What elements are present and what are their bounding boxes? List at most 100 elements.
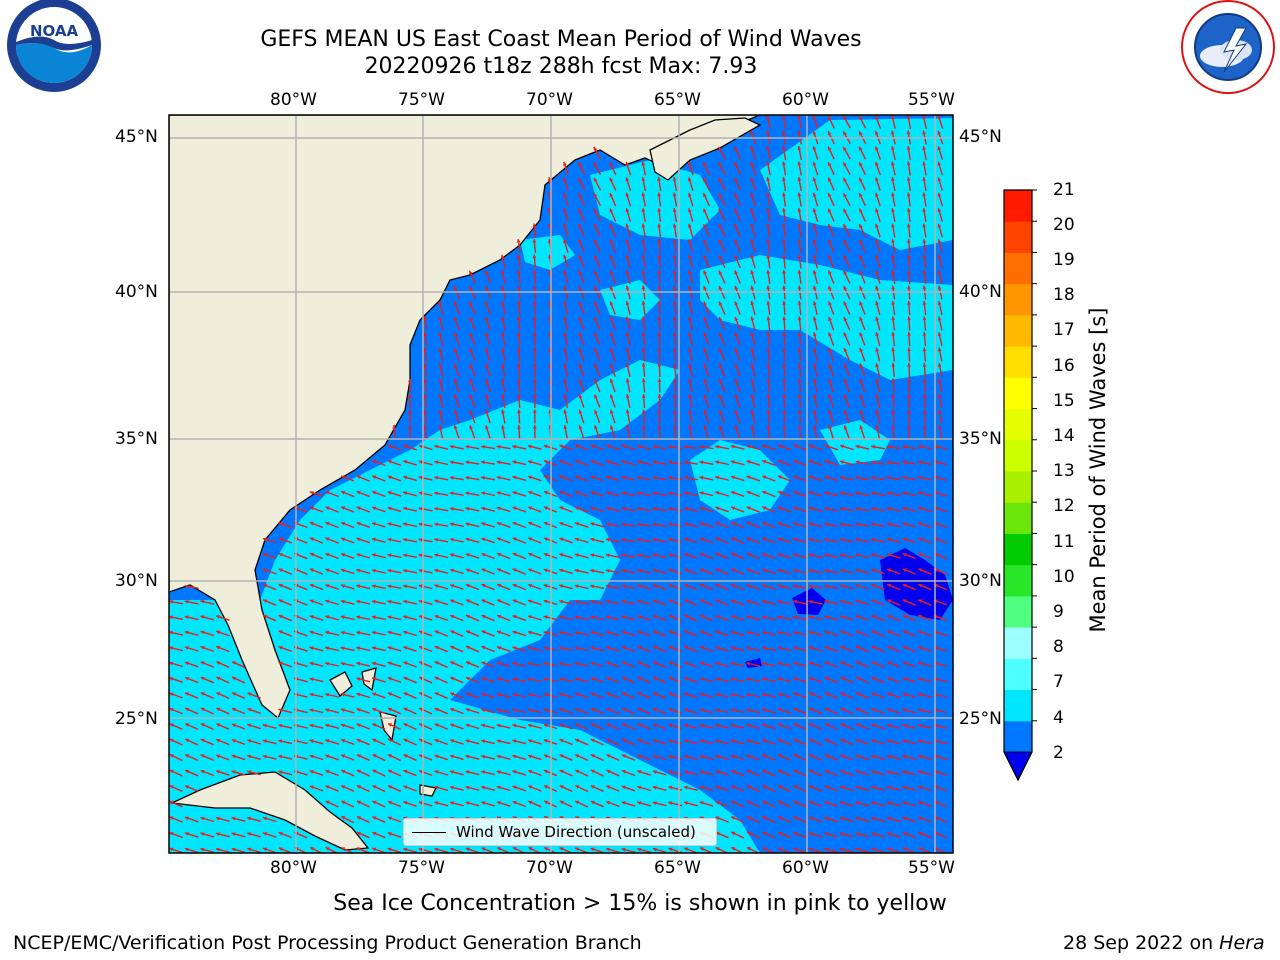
footer-date-text: 28 Sep 2022 on <box>1063 932 1220 954</box>
wind-wave-arrowhead <box>875 425 880 429</box>
wind-wave-arrowhead <box>684 739 688 743</box>
wind-wave-arrowhead <box>637 770 642 774</box>
wind-wave-arrowhead <box>387 537 392 542</box>
wind-wave-arrowhead <box>730 444 735 449</box>
wind-wave-arrowhead <box>574 677 579 681</box>
wind-wave-arrowhead <box>528 739 532 743</box>
wind-wave-arrowhead <box>372 475 377 480</box>
wind-wave-arrowhead <box>859 378 863 383</box>
wind-wave-arrowhead <box>793 553 797 558</box>
wind-wave-arrowhead <box>937 223 942 228</box>
wind-wave-arrowhead <box>434 723 439 727</box>
wind-wave-arrowhead <box>169 661 174 666</box>
wind-wave-arrowhead <box>886 553 891 557</box>
wind-wave-arrowhead <box>606 738 611 743</box>
wind-wave-arrowhead <box>578 301 583 306</box>
wind-wave-arrowhead <box>438 363 443 367</box>
wind-wave-arrowhead <box>403 569 407 573</box>
wind-wave-arrowhead <box>512 739 517 743</box>
wind-wave-arrowhead <box>918 708 922 713</box>
wind-wave-arrowhead <box>766 378 771 383</box>
wind-wave-arrowhead <box>232 692 236 696</box>
wind-wave-arrowhead <box>657 409 662 413</box>
wind-wave-arrowhead <box>450 553 454 557</box>
wind-wave-arrowhead <box>247 847 252 852</box>
wind-wave-arrowhead <box>216 754 221 759</box>
wind-wave-arrowhead <box>340 723 345 728</box>
wind-wave-arrowhead <box>532 363 537 367</box>
colorbar-tick-label: 4 <box>1053 708 1064 728</box>
wind-wave-arrowhead <box>808 630 813 635</box>
wind-wave-arrowhead <box>450 537 454 542</box>
wind-wave-arrowhead <box>855 444 860 449</box>
wind-wave-arrowhead <box>797 394 802 398</box>
legend-line-icon <box>412 832 446 833</box>
wind-wave-arrowhead <box>906 192 911 197</box>
lat-label-left: 35°N <box>115 429 158 449</box>
wind-wave-arrowhead <box>762 816 767 820</box>
wind-wave-arrowhead <box>434 801 439 805</box>
wind-wave-arrowhead <box>875 409 880 414</box>
wind-wave-arrowhead <box>906 239 911 243</box>
wind-wave-arrowhead <box>824 692 829 696</box>
wind-wave-arrowhead <box>263 568 267 573</box>
wind-wave-arrowhead <box>782 239 786 243</box>
wind-wave-arrowhead <box>902 770 907 774</box>
wind-wave-arrowhead <box>782 223 786 228</box>
wind-wave-arrowhead <box>808 569 813 573</box>
wind-wave-arrowhead <box>703 239 707 244</box>
wind-wave-arrowhead <box>418 568 423 573</box>
wind-wave-arrowhead <box>387 615 392 620</box>
wind-wave-arrowhead <box>200 630 205 635</box>
wind-wave-arrowhead <box>875 161 879 166</box>
wind-wave-arrowhead <box>718 270 723 275</box>
wind-wave-arrowhead <box>200 738 205 743</box>
wind-wave-arrowhead <box>937 270 942 275</box>
wind-wave-arrowhead <box>891 161 895 166</box>
colorbar-tick-label: 9 <box>1053 602 1064 622</box>
footer-machine: Hera <box>1219 932 1265 954</box>
wind-wave-arrowhead <box>309 491 314 495</box>
wind-wave-arrowhead <box>843 224 847 229</box>
wind-wave-arrowhead <box>559 708 564 712</box>
wind-wave-arrowhead <box>782 146 786 150</box>
wind-wave-arrowhead <box>575 738 580 743</box>
wind-wave-arrowhead <box>886 491 891 496</box>
wind-wave-arrowhead <box>543 475 548 480</box>
wind-wave-arrowhead <box>418 847 423 852</box>
wind-wave-arrowhead <box>699 553 704 557</box>
wind-wave-arrowhead <box>621 506 626 511</box>
wind-wave-arrowhead <box>750 363 755 367</box>
wind-wave-arrowhead <box>891 208 895 212</box>
wind-wave-arrowhead <box>262 816 267 821</box>
wind-wave-arrowhead <box>824 785 829 790</box>
wind-wave-arrowhead <box>356 785 361 789</box>
wind-wave-arrowhead <box>408 409 412 413</box>
wind-wave-arrowhead <box>465 754 470 759</box>
wind-wave-arrowhead <box>216 661 221 665</box>
colorbar-tick-label: 2 <box>1053 743 1064 763</box>
wind-wave-arrowhead <box>840 630 845 635</box>
wind-wave-arrowhead <box>606 847 610 852</box>
wind-wave-arrowhead <box>450 568 454 573</box>
wind-wave-arrowhead <box>481 599 486 603</box>
wind-wave-arrowhead <box>356 615 361 620</box>
wind-wave-arrowhead <box>684 785 688 790</box>
wind-wave-arrowhead <box>746 739 751 743</box>
wind-wave-arrowhead <box>808 847 813 852</box>
wind-wave-arrowhead <box>434 444 439 449</box>
wind-wave-arrowhead <box>453 286 458 290</box>
wind-wave-arrowhead <box>356 630 361 635</box>
wind-wave-arrowhead <box>512 475 517 480</box>
wind-wave-arrowhead <box>625 208 630 213</box>
colorbar <box>1003 189 1037 782</box>
colorbar-segment <box>1004 595 1032 628</box>
wind-wave-arrowhead <box>419 754 423 758</box>
wind-wave-arrowhead <box>590 847 595 852</box>
wind-wave-arrowhead <box>590 707 595 712</box>
wind-wave-arrowhead <box>481 847 486 851</box>
wind-wave-arrowhead <box>641 254 646 259</box>
wind-wave-arrowhead <box>730 661 735 666</box>
wind-wave-arrowhead <box>387 553 392 558</box>
wind-wave-arrowhead <box>423 425 428 429</box>
